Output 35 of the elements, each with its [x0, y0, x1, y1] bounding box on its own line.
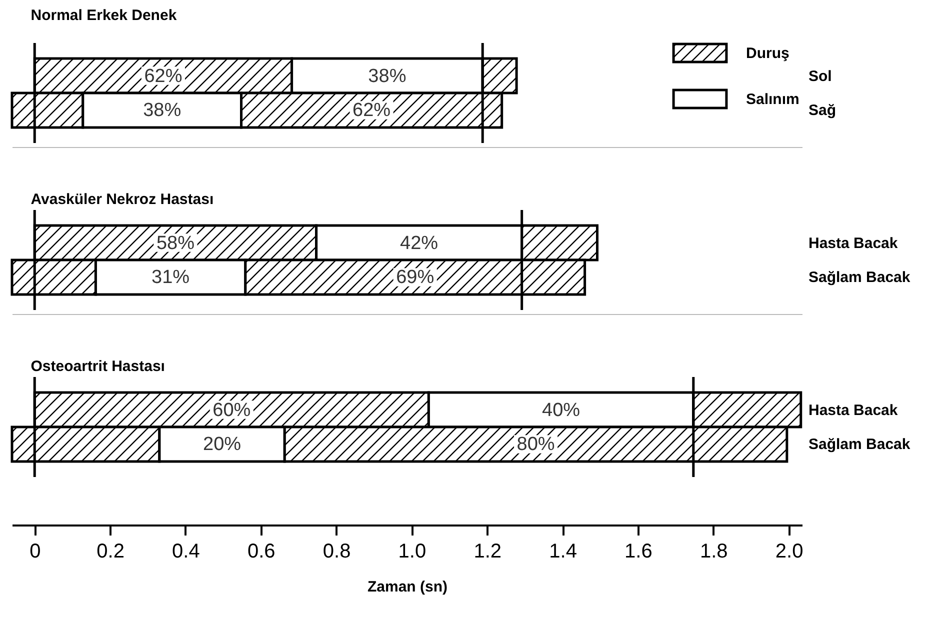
- x-tick-label: 1.2: [474, 540, 502, 562]
- annotation: 62%: [144, 66, 182, 87]
- x-tick-label: 1.0: [398, 540, 426, 562]
- annotation: 20%: [203, 434, 242, 456]
- x-tick-label: 0.2: [96, 540, 124, 562]
- chart-title: Normal Erkek Denek: [30, 7, 178, 24]
- x-tick-label: 0.4: [172, 540, 200, 562]
- x-tick-label: 1.4: [549, 540, 577, 562]
- y-tick-label: Sağlam Bacak: [808, 436, 911, 454]
- annotation: 69%: [396, 267, 434, 288]
- x-tick-label: 0.6: [247, 540, 276, 562]
- annotation: 38%: [143, 100, 182, 122]
- annotation: 58%: [156, 232, 195, 254]
- annotation: 40%: [542, 400, 580, 421]
- y-tick-label: Hasta Bacak: [808, 234, 898, 252]
- x-tick-label: 1.6: [624, 540, 652, 562]
- legend-label: Duruş: [746, 45, 790, 62]
- x-tick-label: 0.8: [322, 540, 351, 562]
- chart-title: Avasküler Nekroz Hastası: [30, 190, 214, 208]
- annotation: 42%: [400, 232, 438, 254]
- annotation: 80%: [516, 434, 555, 456]
- chart-title: Osteoartrit Hastası: [30, 358, 165, 375]
- annotation: 38%: [368, 66, 406, 87]
- legend-label: Salınım: [746, 91, 800, 108]
- x-axis-title: Zaman (sn): [367, 578, 448, 596]
- x-tick-label: 1.8: [700, 540, 728, 562]
- y-tick-label: Sağlam Bacak: [808, 269, 911, 286]
- annotation: 60%: [212, 400, 251, 421]
- x-tick-label: 0: [30, 540, 41, 562]
- annotation: 31%: [152, 267, 190, 288]
- x-tick-label: 2.0: [775, 540, 804, 562]
- y-tick-label: Hasta Bacak: [808, 402, 898, 419]
- annotation: 62%: [352, 100, 391, 122]
- y-tick-label: Sol: [808, 68, 832, 85]
- y-tick-label: Sağ: [808, 102, 836, 120]
